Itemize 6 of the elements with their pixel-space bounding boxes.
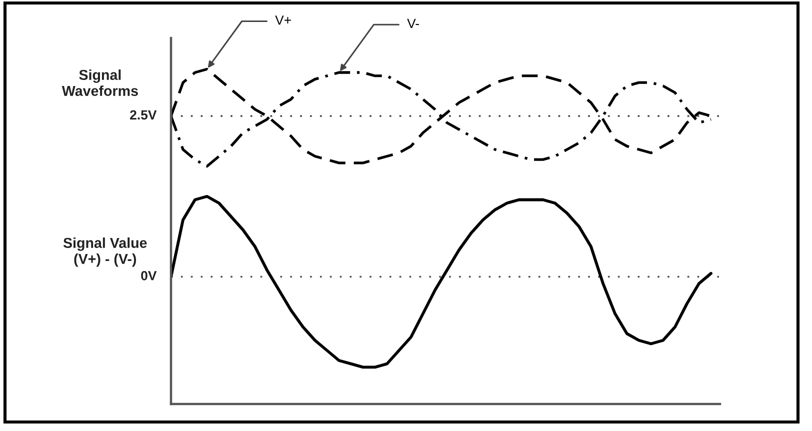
text: Signal Value (V+) - (V-) [63, 237, 147, 267]
text: Signal Waveforms [62, 69, 138, 96]
ref-line-label: 0V [141, 270, 157, 280]
text: V+ [275, 16, 291, 25]
text: V- [407, 18, 419, 28]
ref-line-label: 2.5V [130, 110, 157, 120]
